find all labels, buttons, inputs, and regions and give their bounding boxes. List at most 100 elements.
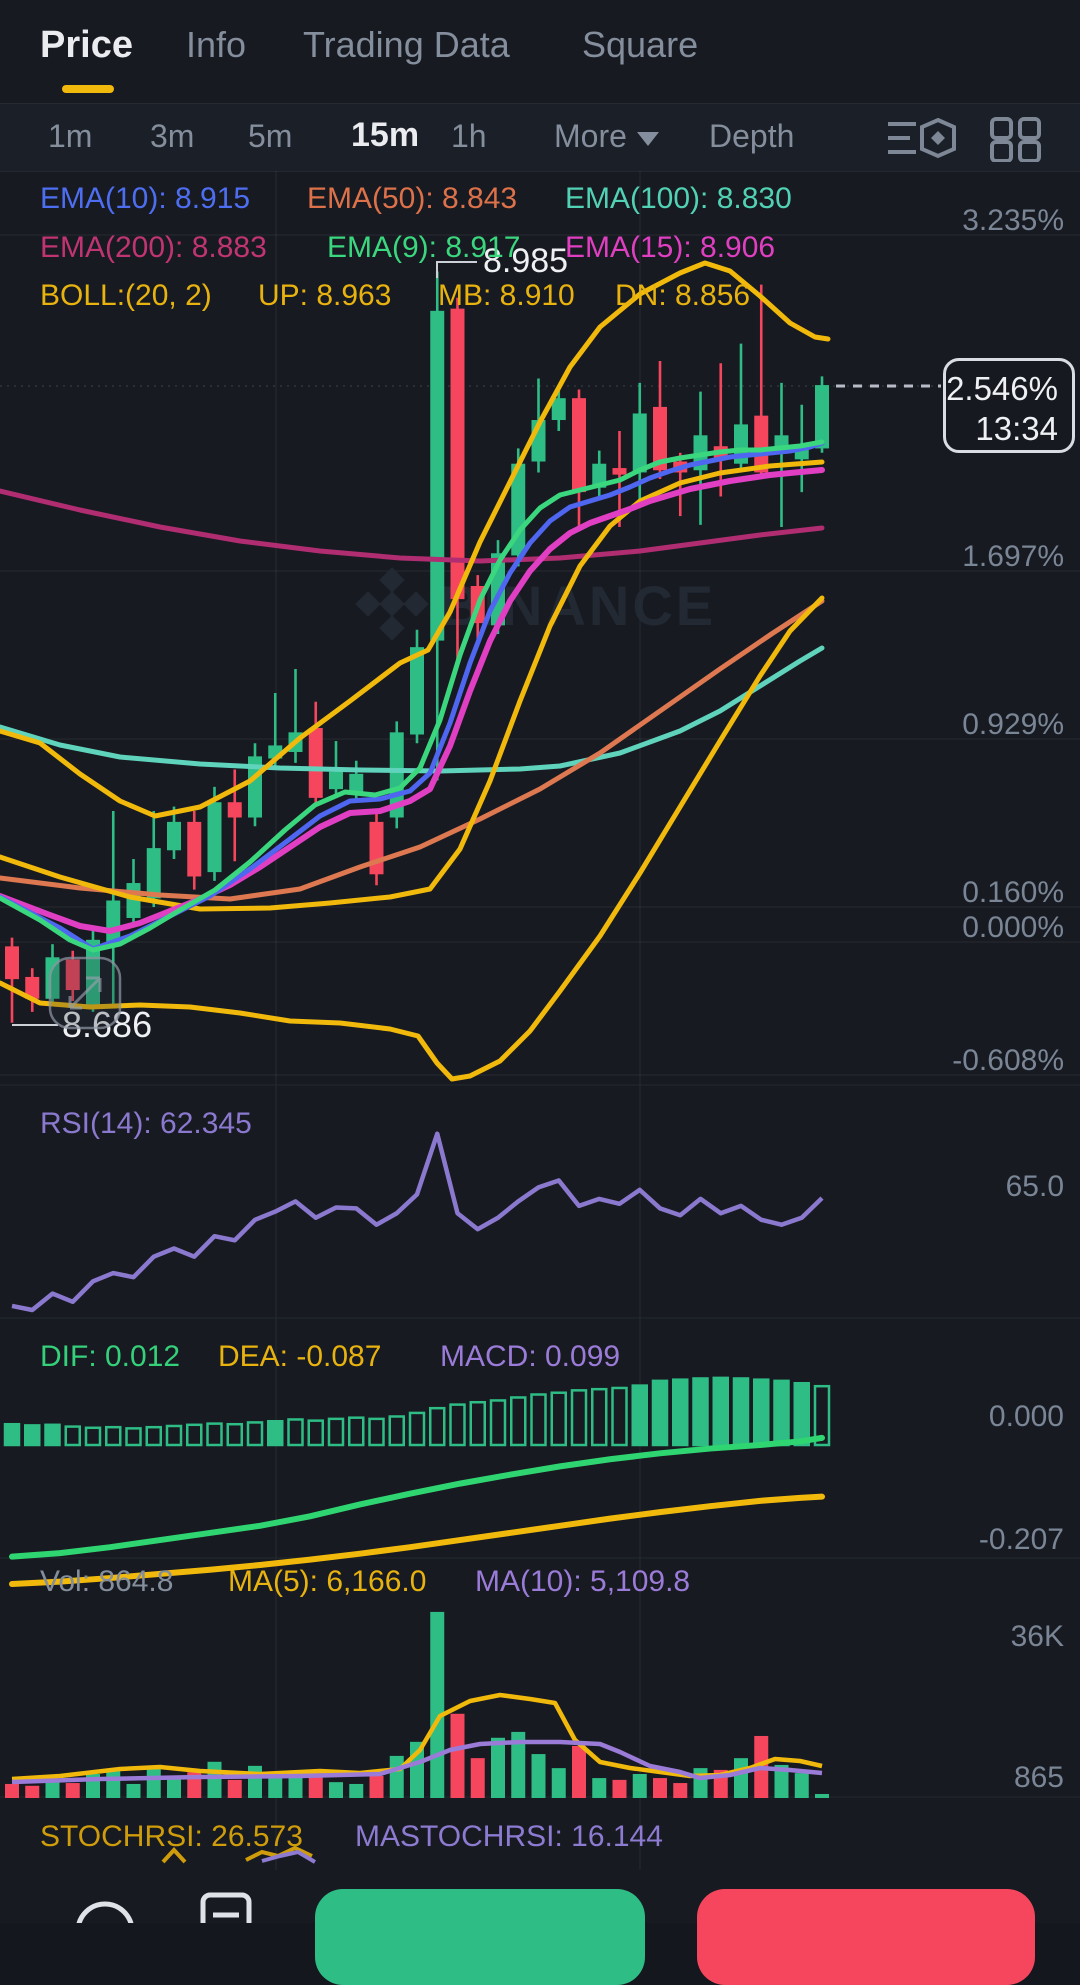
macd-dea-line: [9, 1493, 825, 1587]
volume-bar: [45, 1779, 60, 1798]
y-axis-label: -0.608%: [952, 1044, 1064, 1077]
volume-bar: [592, 1778, 607, 1798]
volume-bar: [126, 1783, 141, 1798]
macd-histogram-bar: [64, 1425, 81, 1447]
legend-ema15[interactable]: EMA(15): 8.906: [565, 231, 776, 264]
stochrsi-k-line: [161, 1847, 187, 1864]
depth-button[interactable]: Depth: [709, 118, 795, 154]
toolbar-icons: [888, 117, 1041, 162]
rsi-label[interactable]: RSI(14): 62.345: [40, 1107, 252, 1140]
candle-body: [430, 310, 445, 641]
vol-label[interactable]: Vol: 864.8: [40, 1565, 174, 1598]
legend-ema9[interactable]: EMA(9): 8.917: [327, 231, 521, 264]
macd-histogram-bar: [206, 1422, 223, 1447]
legend-boll-mb: MB: 8.910: [438, 279, 575, 312]
volume-bar: [288, 1774, 303, 1798]
volume-bar: [349, 1783, 364, 1798]
rsi-legend: RSI(14): 62.345: [0, 1107, 1080, 1141]
binance-watermark: BINANCE: [355, 567, 713, 641]
candle-body: [410, 647, 424, 735]
chevron-down-icon: [636, 131, 659, 146]
legend-ema10[interactable]: EMA(10): 8.915: [40, 182, 251, 215]
candle-body: [551, 398, 566, 421]
candle-body: [450, 308, 465, 600]
candle-body: [146, 848, 161, 899]
chat-icon[interactable]: [76, 1901, 134, 1923]
stochrsi-d-line: [261, 1849, 317, 1864]
macd-histogram-bar: [692, 1377, 709, 1447]
bottom-action-bar: [0, 1875, 1080, 1985]
high-price-annotation: 8.985: [483, 242, 568, 280]
y-axis-label: 0.929%: [962, 708, 1064, 741]
y-axis-label: 865: [1013, 1761, 1064, 1794]
tab-square[interactable]: Square: [582, 24, 699, 65]
tab-price[interactable]: Price: [40, 24, 133, 66]
volume-bar: [268, 1778, 283, 1798]
grid-layout-icon[interactable]: [990, 117, 1041, 162]
chart-canvas[interactable]: BINANCE 8.985 8.686: [0, 0, 1080, 1923]
ema200-line: [0, 488, 825, 564]
active-tab-underline: [62, 85, 114, 93]
macd-histogram-bar: [510, 1396, 527, 1447]
candle-body: [187, 821, 202, 877]
legend-ema50[interactable]: EMA(50): 8.843: [307, 182, 518, 215]
y-axis-label: 65.0: [1005, 1170, 1064, 1203]
volume-bar: [65, 1783, 80, 1798]
timeframe-15m[interactable]: 15m: [351, 116, 420, 154]
macd-histogram-bar: [449, 1403, 466, 1447]
legend-ema200[interactable]: EMA(200): 8.883: [40, 231, 267, 264]
macd-histogram-bar: [327, 1417, 345, 1447]
timeframe-1h[interactable]: 1h: [451, 118, 487, 154]
candle-body: [167, 821, 181, 851]
macd-histogram-bar: [287, 1418, 304, 1447]
candle-body: [612, 468, 627, 475]
vol-legend: Vol: 864.8 MA(5): 6,166.0 MA(10): 5,109.…: [0, 1565, 1080, 1599]
candle-body: [5, 946, 19, 980]
candle-body: [349, 773, 364, 794]
indicator-settings-icon[interactable]: [888, 117, 956, 159]
current-price-percent: 2.546%: [946, 370, 1058, 407]
y-axis-label: 36K: [1010, 1620, 1064, 1653]
volume-bar: [734, 1758, 748, 1798]
buy-button[interactable]: [315, 1889, 645, 1985]
timeframe-1m[interactable]: 1m: [48, 118, 93, 154]
orders-document-icon[interactable]: [200, 1892, 252, 1923]
tab-info[interactable]: Info: [186, 24, 247, 65]
macd-histogram-bar: [125, 1427, 142, 1447]
mastochrsi-label: MASTOCHRSI: 16.144: [355, 1820, 663, 1853]
legend-boll[interactable]: BOLL:(20, 2): [40, 279, 212, 312]
vol-ma5-label: MA(5): 6,166.0: [228, 1565, 427, 1598]
tab-trading-data[interactable]: Trading Data: [303, 24, 510, 65]
volume-bar: [106, 1769, 121, 1798]
candle-body: [592, 463, 607, 488]
macd-histogram-bar: [611, 1386, 628, 1447]
macd-legend: DIF: 0.012 DEA: -0.087 MACD: 0.099: [0, 1340, 1080, 1374]
more-dropdown[interactable]: More: [554, 118, 659, 155]
volume-bar: [207, 1761, 222, 1798]
volume-bar: [227, 1779, 242, 1798]
volume-bar: [794, 1773, 809, 1798]
candle-body: [815, 385, 829, 449]
volume-bar: [167, 1778, 181, 1798]
sell-button[interactable]: [697, 1889, 1035, 1985]
volume-bar: [146, 1768, 161, 1798]
rsi-line: [11, 1131, 824, 1313]
timeframe-5m[interactable]: 5m: [248, 118, 293, 154]
y-axis-label: 0.000%: [962, 911, 1064, 944]
macd-histogram-bar: [550, 1391, 567, 1447]
macd-histogram-bar: [24, 1424, 41, 1447]
macd-histogram-bar: [105, 1425, 122, 1447]
current-price-badge[interactable]: 2.546% 13:34: [943, 358, 1075, 453]
legend-ema100[interactable]: EMA(100): 8.830: [565, 182, 792, 215]
timeframe-3m[interactable]: 3m: [150, 118, 195, 154]
top-nav: Price Info Trading Data Square: [0, 0, 1080, 103]
macd-histogram-bar: [651, 1379, 669, 1447]
pan-gesture-icon: [48, 956, 122, 1030]
stochrsi-label[interactable]: STOCHRSI: 26.573: [40, 1820, 303, 1853]
dif-label[interactable]: DIF: 0.012: [40, 1340, 181, 1373]
volume-bar: [572, 1745, 586, 1798]
divider: [0, 103, 1080, 104]
candle-body: [511, 463, 526, 556]
volume-bar: [329, 1782, 343, 1798]
